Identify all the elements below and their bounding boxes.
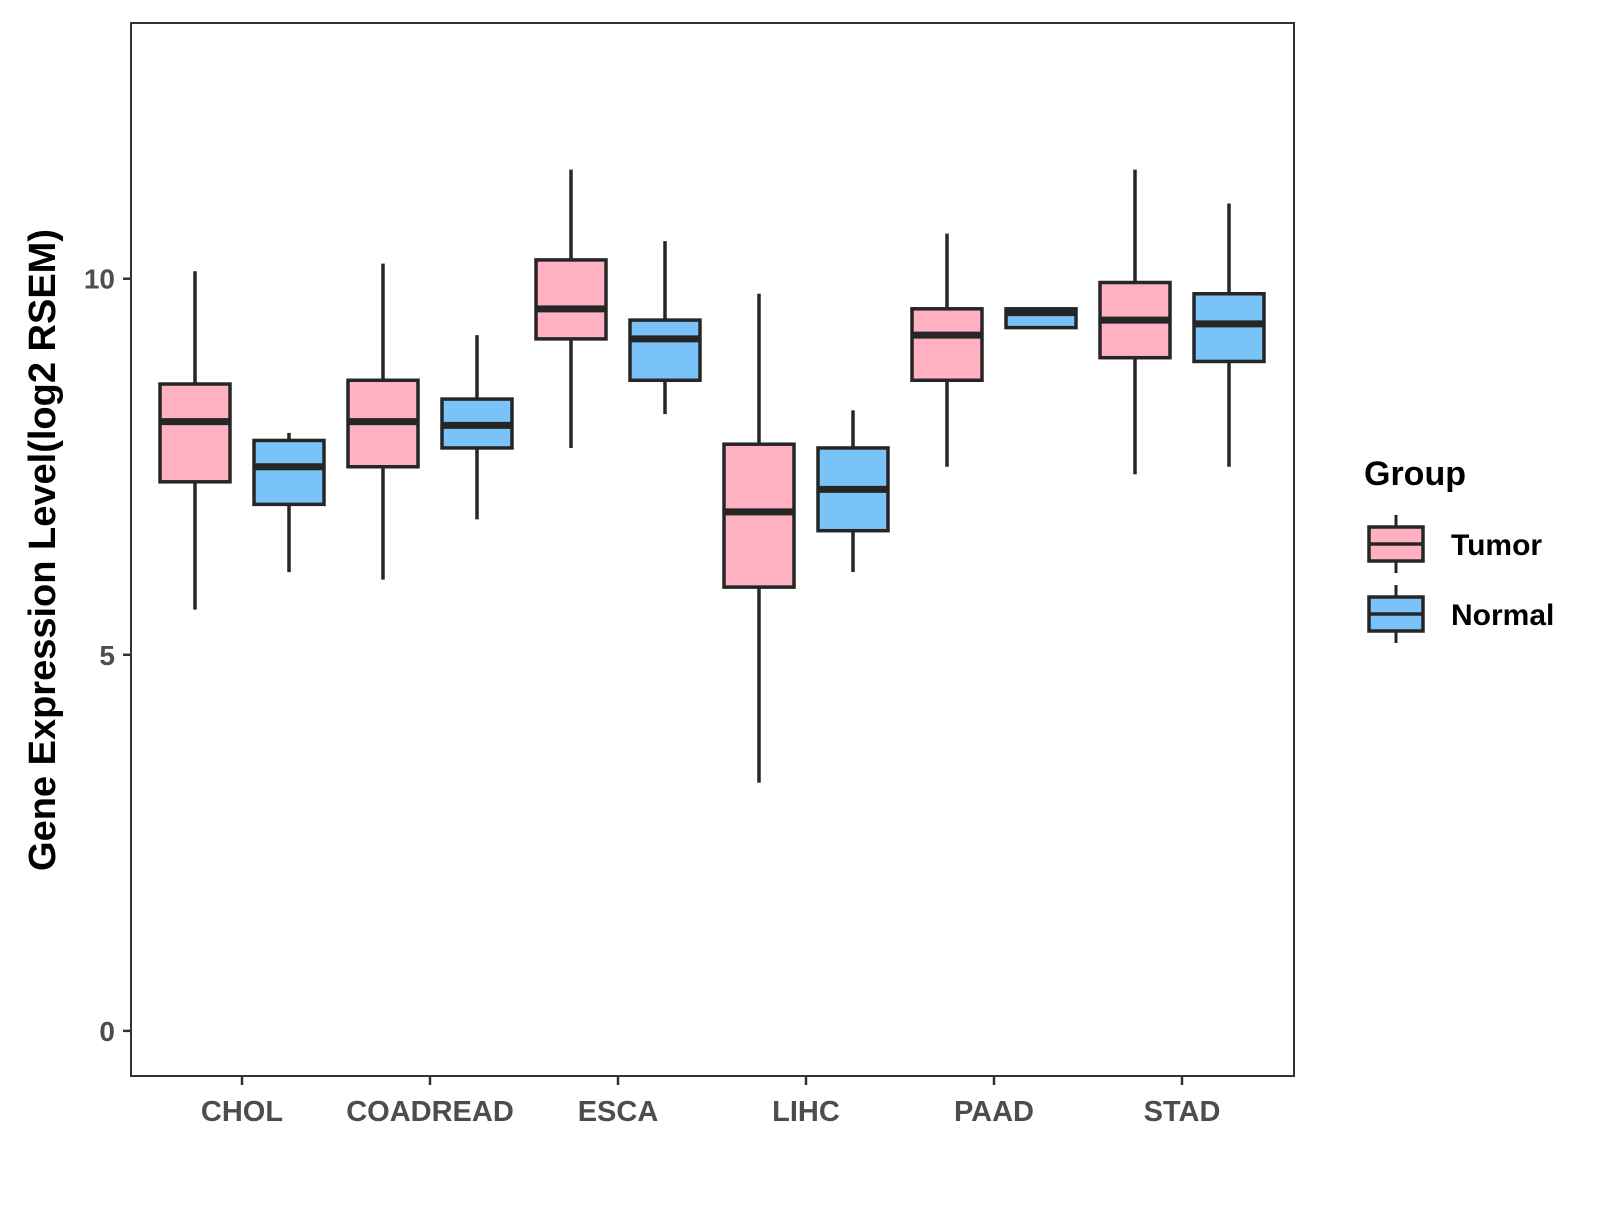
- box-body: [1192, 292, 1266, 364]
- legend-label-normal: Normal: [1451, 599, 1554, 632]
- box-esca-normal: [628, 241, 702, 415]
- legend-keys: Tumor Normal: [1367, 515, 1554, 643]
- box-body: [722, 442, 796, 589]
- box-stad-tumor: [1098, 169, 1172, 475]
- box-lihc-normal: [816, 410, 890, 573]
- box-body: [910, 307, 984, 383]
- x-tick-label-esca: ESCA: [578, 1096, 659, 1128]
- plot-layer: [158, 169, 1266, 783]
- box-paad-normal: [1004, 307, 1078, 330]
- box-body: [158, 382, 232, 484]
- x-tick-label-stad: STAD: [1144, 1096, 1221, 1128]
- box-lihc-tumor: [722, 293, 796, 783]
- box-stad-normal: [1192, 203, 1266, 467]
- box-body: [628, 318, 702, 383]
- legend-title: Group: [1364, 455, 1466, 493]
- x-tick-label-paad: PAAD: [954, 1096, 1034, 1128]
- box-chol-normal: [252, 432, 326, 573]
- y-tick-label: 10: [84, 264, 115, 295]
- panel-border: [130, 22, 1295, 1077]
- legend-label-tumor: Tumor: [1451, 529, 1542, 562]
- axis-layer: 0 5 10 CHOL COADREAD ESCA LIHC PAAD STAD: [84, 264, 1221, 1128]
- y-tick-label: 0: [99, 1016, 115, 1047]
- box-body: [252, 438, 326, 507]
- legend-key-tumor: Tumor: [1367, 515, 1542, 573]
- x-tick-label-chol: CHOL: [201, 1096, 283, 1128]
- x-tick-label-lihc: LIHC: [772, 1096, 840, 1128]
- box-chol-tumor: [158, 271, 232, 610]
- y-tick-label: 5: [99, 640, 115, 671]
- box-body: [534, 258, 608, 341]
- legend: Group Tumor Normal: [1364, 455, 1554, 643]
- box-esca-tumor: [534, 169, 608, 448]
- x-tick-label-coadread: COADREAD: [346, 1096, 514, 1128]
- y-axis-label: Gene Expression Level(log2 RSEM): [22, 229, 64, 871]
- legend-key-normal: Normal: [1367, 585, 1554, 643]
- box-coadread-tumor: [346, 263, 420, 580]
- box-paad-tumor: [910, 233, 984, 467]
- box-coadread-normal: [440, 335, 514, 520]
